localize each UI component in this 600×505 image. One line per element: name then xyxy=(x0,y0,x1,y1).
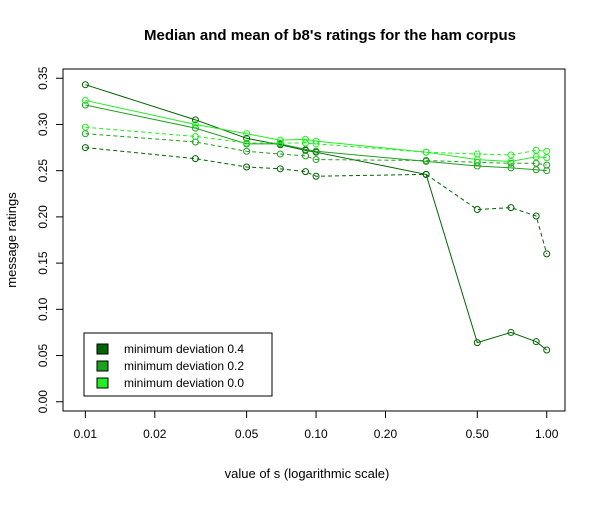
y-tick-label: 0.35 xyxy=(36,66,50,90)
y-tick-label: 0.15 xyxy=(36,251,50,275)
data-point xyxy=(301,168,309,176)
data-point xyxy=(243,147,251,155)
series-line-5 xyxy=(85,126,547,156)
data-point xyxy=(543,161,551,169)
data-point xyxy=(191,124,199,132)
y-tick-label: 0.00 xyxy=(36,390,50,414)
data-point xyxy=(191,120,199,128)
series-line-2 xyxy=(85,104,547,172)
data-point xyxy=(243,163,251,171)
data-point xyxy=(276,150,284,158)
data-point xyxy=(532,146,540,154)
data-point xyxy=(191,116,199,124)
y-tick-label: 0.20 xyxy=(36,205,50,229)
data-point xyxy=(422,157,430,165)
data-point xyxy=(301,152,309,160)
data-point xyxy=(191,155,199,163)
x-axis: 0.01 0.02 0.05 0.10 0.20 0.50 1.00 xyxy=(74,411,559,441)
data-point xyxy=(81,96,89,104)
data-point xyxy=(507,151,515,159)
y-axis: 0.00 0.05 0.10 0.15 0.20 0.25 0.30 0.35 xyxy=(36,66,63,413)
series-line-0 xyxy=(85,84,548,351)
y-tick-label: 0.10 xyxy=(36,297,50,321)
plot-frame xyxy=(62,68,566,412)
legend-swatch xyxy=(96,377,109,389)
data-point xyxy=(543,147,551,155)
y-tick-label: 0.25 xyxy=(36,159,50,183)
legend-label: minimum deviation 0.2 xyxy=(124,359,244,373)
data-point xyxy=(532,212,540,220)
x-tick-label: 1.00 xyxy=(535,427,559,441)
data-point xyxy=(191,132,199,140)
data-point xyxy=(276,139,284,147)
data-point xyxy=(312,140,320,148)
data-point xyxy=(473,150,481,158)
data-point xyxy=(543,250,551,258)
data-point xyxy=(81,81,89,89)
legend-label: minimum deviation 0.0 xyxy=(124,376,244,390)
data-point xyxy=(276,165,284,173)
data-point xyxy=(532,338,540,346)
data-point xyxy=(312,147,320,155)
x-tick-label: 0.10 xyxy=(304,427,328,441)
legend: minimum deviation 0.4 minimum deviation 0… xyxy=(83,332,273,397)
data-point xyxy=(473,339,481,347)
data-point xyxy=(507,328,515,336)
data-point xyxy=(543,346,551,354)
data-point xyxy=(507,204,515,212)
data-point xyxy=(81,123,89,131)
data-point xyxy=(312,172,320,180)
y-tick-label: 0.05 xyxy=(36,344,50,368)
x-tick-label: 0.01 xyxy=(74,427,98,441)
legend-swatch xyxy=(96,343,109,355)
x-tick-label: 0.20 xyxy=(374,427,398,441)
legend-items: minimum deviation 0.4 minimum deviation 0… xyxy=(96,342,244,390)
data-point xyxy=(507,159,515,167)
series-line-1 xyxy=(85,147,548,254)
data-point xyxy=(301,135,309,143)
data-point xyxy=(312,156,320,164)
x-tick-label: 0.05 xyxy=(235,427,259,441)
data-point xyxy=(422,170,430,178)
series-layer xyxy=(81,81,551,354)
y-axis-label: message ratings xyxy=(4,192,19,288)
data-point xyxy=(276,136,284,144)
data-point xyxy=(243,139,251,147)
data-point xyxy=(243,130,251,138)
series-line-3 xyxy=(85,133,547,166)
x-tick-label: 0.02 xyxy=(143,427,167,441)
x-tick-label: 0.50 xyxy=(466,427,490,441)
data-point xyxy=(81,144,89,152)
data-point xyxy=(81,101,89,109)
legend-swatch xyxy=(96,360,109,372)
legend-label: minimum deviation 0.4 xyxy=(124,342,244,356)
y-tick-label: 0.30 xyxy=(36,112,50,136)
data-point xyxy=(301,139,309,147)
data-point xyxy=(473,206,481,213)
x-axis-label: value of s (logarithmic scale) xyxy=(225,466,390,481)
data-point xyxy=(422,148,430,156)
chart-title: Median and mean of b8's ratings for the … xyxy=(144,27,516,44)
legend-box xyxy=(83,332,273,397)
